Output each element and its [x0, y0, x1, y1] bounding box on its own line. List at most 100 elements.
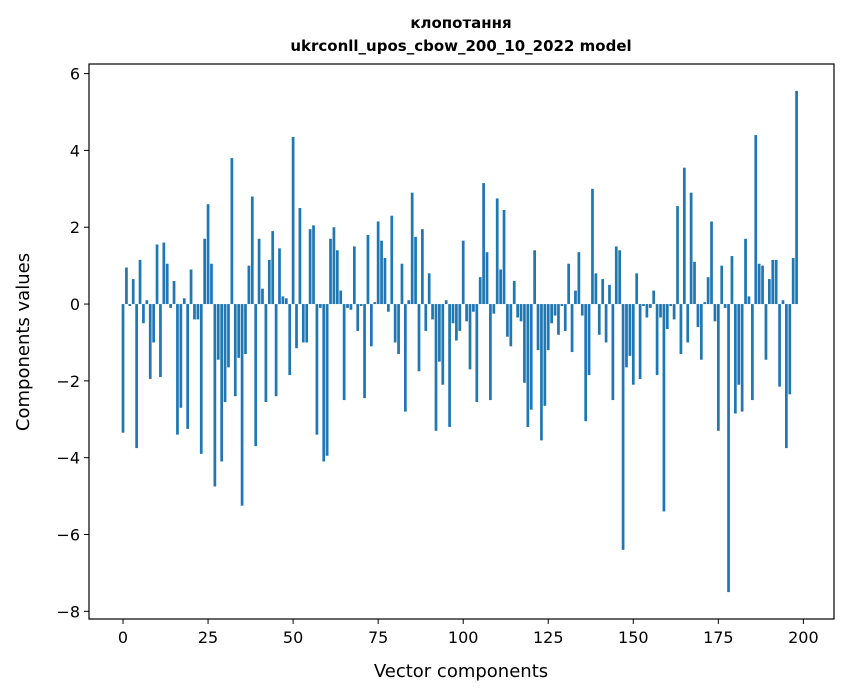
bar	[342, 304, 346, 401]
bar	[339, 290, 343, 305]
bar	[655, 304, 659, 376]
bar	[295, 304, 298, 349]
y-axis-label: Components values	[13, 253, 34, 431]
bar	[148, 304, 152, 379]
bar	[662, 304, 666, 512]
bar	[274, 304, 278, 397]
bar	[751, 304, 754, 401]
bar	[414, 236, 417, 305]
bar	[298, 208, 302, 305]
bar	[169, 304, 172, 308]
bar	[407, 300, 411, 305]
bar	[390, 215, 394, 305]
bar	[485, 252, 489, 305]
bar	[308, 229, 312, 305]
bar	[444, 300, 448, 305]
bar	[778, 304, 781, 387]
bar	[774, 259, 778, 305]
bar	[614, 246, 618, 305]
bar	[421, 229, 424, 305]
bar	[227, 304, 230, 368]
bar	[182, 298, 186, 305]
bar	[223, 304, 227, 402]
bar	[611, 304, 615, 401]
x-tick-label: 150	[618, 628, 649, 647]
bar	[621, 304, 625, 550]
bar	[652, 290, 656, 305]
bar	[356, 304, 360, 331]
bar	[696, 304, 700, 328]
bar	[635, 273, 639, 305]
y-tick-label: −6	[56, 526, 80, 545]
bar	[608, 284, 611, 305]
bar	[744, 238, 747, 305]
bar	[305, 304, 309, 343]
x-tick-label: 50	[283, 628, 303, 647]
x-tick-label: 200	[788, 628, 819, 647]
bar	[733, 304, 737, 414]
bar	[121, 304, 125, 433]
bar	[727, 304, 730, 593]
bar	[686, 304, 690, 343]
bar	[189, 269, 193, 305]
bar	[346, 304, 349, 308]
bar	[318, 304, 322, 308]
bar	[240, 304, 244, 506]
bar	[703, 302, 707, 305]
bar	[723, 304, 727, 308]
bar	[631, 304, 635, 385]
bar	[376, 221, 380, 305]
bar	[689, 192, 693, 305]
bar	[264, 304, 268, 402]
y-tick-label: 6	[70, 65, 80, 84]
chart-title-line2: ukrconll_upos_cbow_200_10_2022 model	[290, 37, 631, 55]
bar	[193, 304, 196, 320]
bar	[380, 240, 383, 305]
bar	[618, 250, 622, 305]
bar	[791, 257, 795, 305]
plot-frame	[88, 63, 835, 620]
bar	[138, 259, 142, 305]
bar	[427, 273, 431, 305]
bar	[216, 304, 220, 360]
bar	[284, 298, 288, 305]
y-tick-label: 0	[70, 295, 80, 314]
bar	[625, 304, 628, 368]
bar	[516, 304, 519, 318]
y-tick-label: −8	[56, 602, 80, 621]
bar	[665, 304, 669, 330]
x-tick-label: 100	[448, 628, 479, 647]
bar	[563, 304, 567, 331]
x-axis-label: Vector components	[374, 661, 548, 682]
bar	[591, 188, 594, 305]
bar	[557, 304, 560, 335]
bar	[366, 234, 370, 305]
bar	[135, 304, 138, 449]
bar	[533, 250, 536, 305]
bar	[768, 279, 771, 305]
bar	[335, 250, 339, 305]
bar	[288, 304, 292, 376]
bar	[716, 304, 720, 431]
x-axis-ticks: 0 25 50 75 100 125 150 175 200	[118, 619, 819, 647]
bar	[281, 296, 285, 305]
bar	[125, 267, 128, 305]
bar	[499, 269, 502, 305]
bar	[220, 304, 224, 462]
bar	[400, 263, 404, 305]
bar	[363, 304, 366, 399]
bar	[512, 281, 516, 305]
bar	[468, 304, 472, 370]
bar	[206, 204, 210, 305]
bar	[254, 304, 258, 447]
bar	[172, 281, 176, 305]
bar	[638, 304, 642, 379]
bar	[373, 302, 377, 305]
bar	[676, 206, 679, 305]
bar	[570, 304, 574, 353]
bar	[203, 238, 207, 305]
bar	[594, 273, 598, 305]
bar	[604, 304, 608, 343]
bar	[737, 304, 741, 385]
